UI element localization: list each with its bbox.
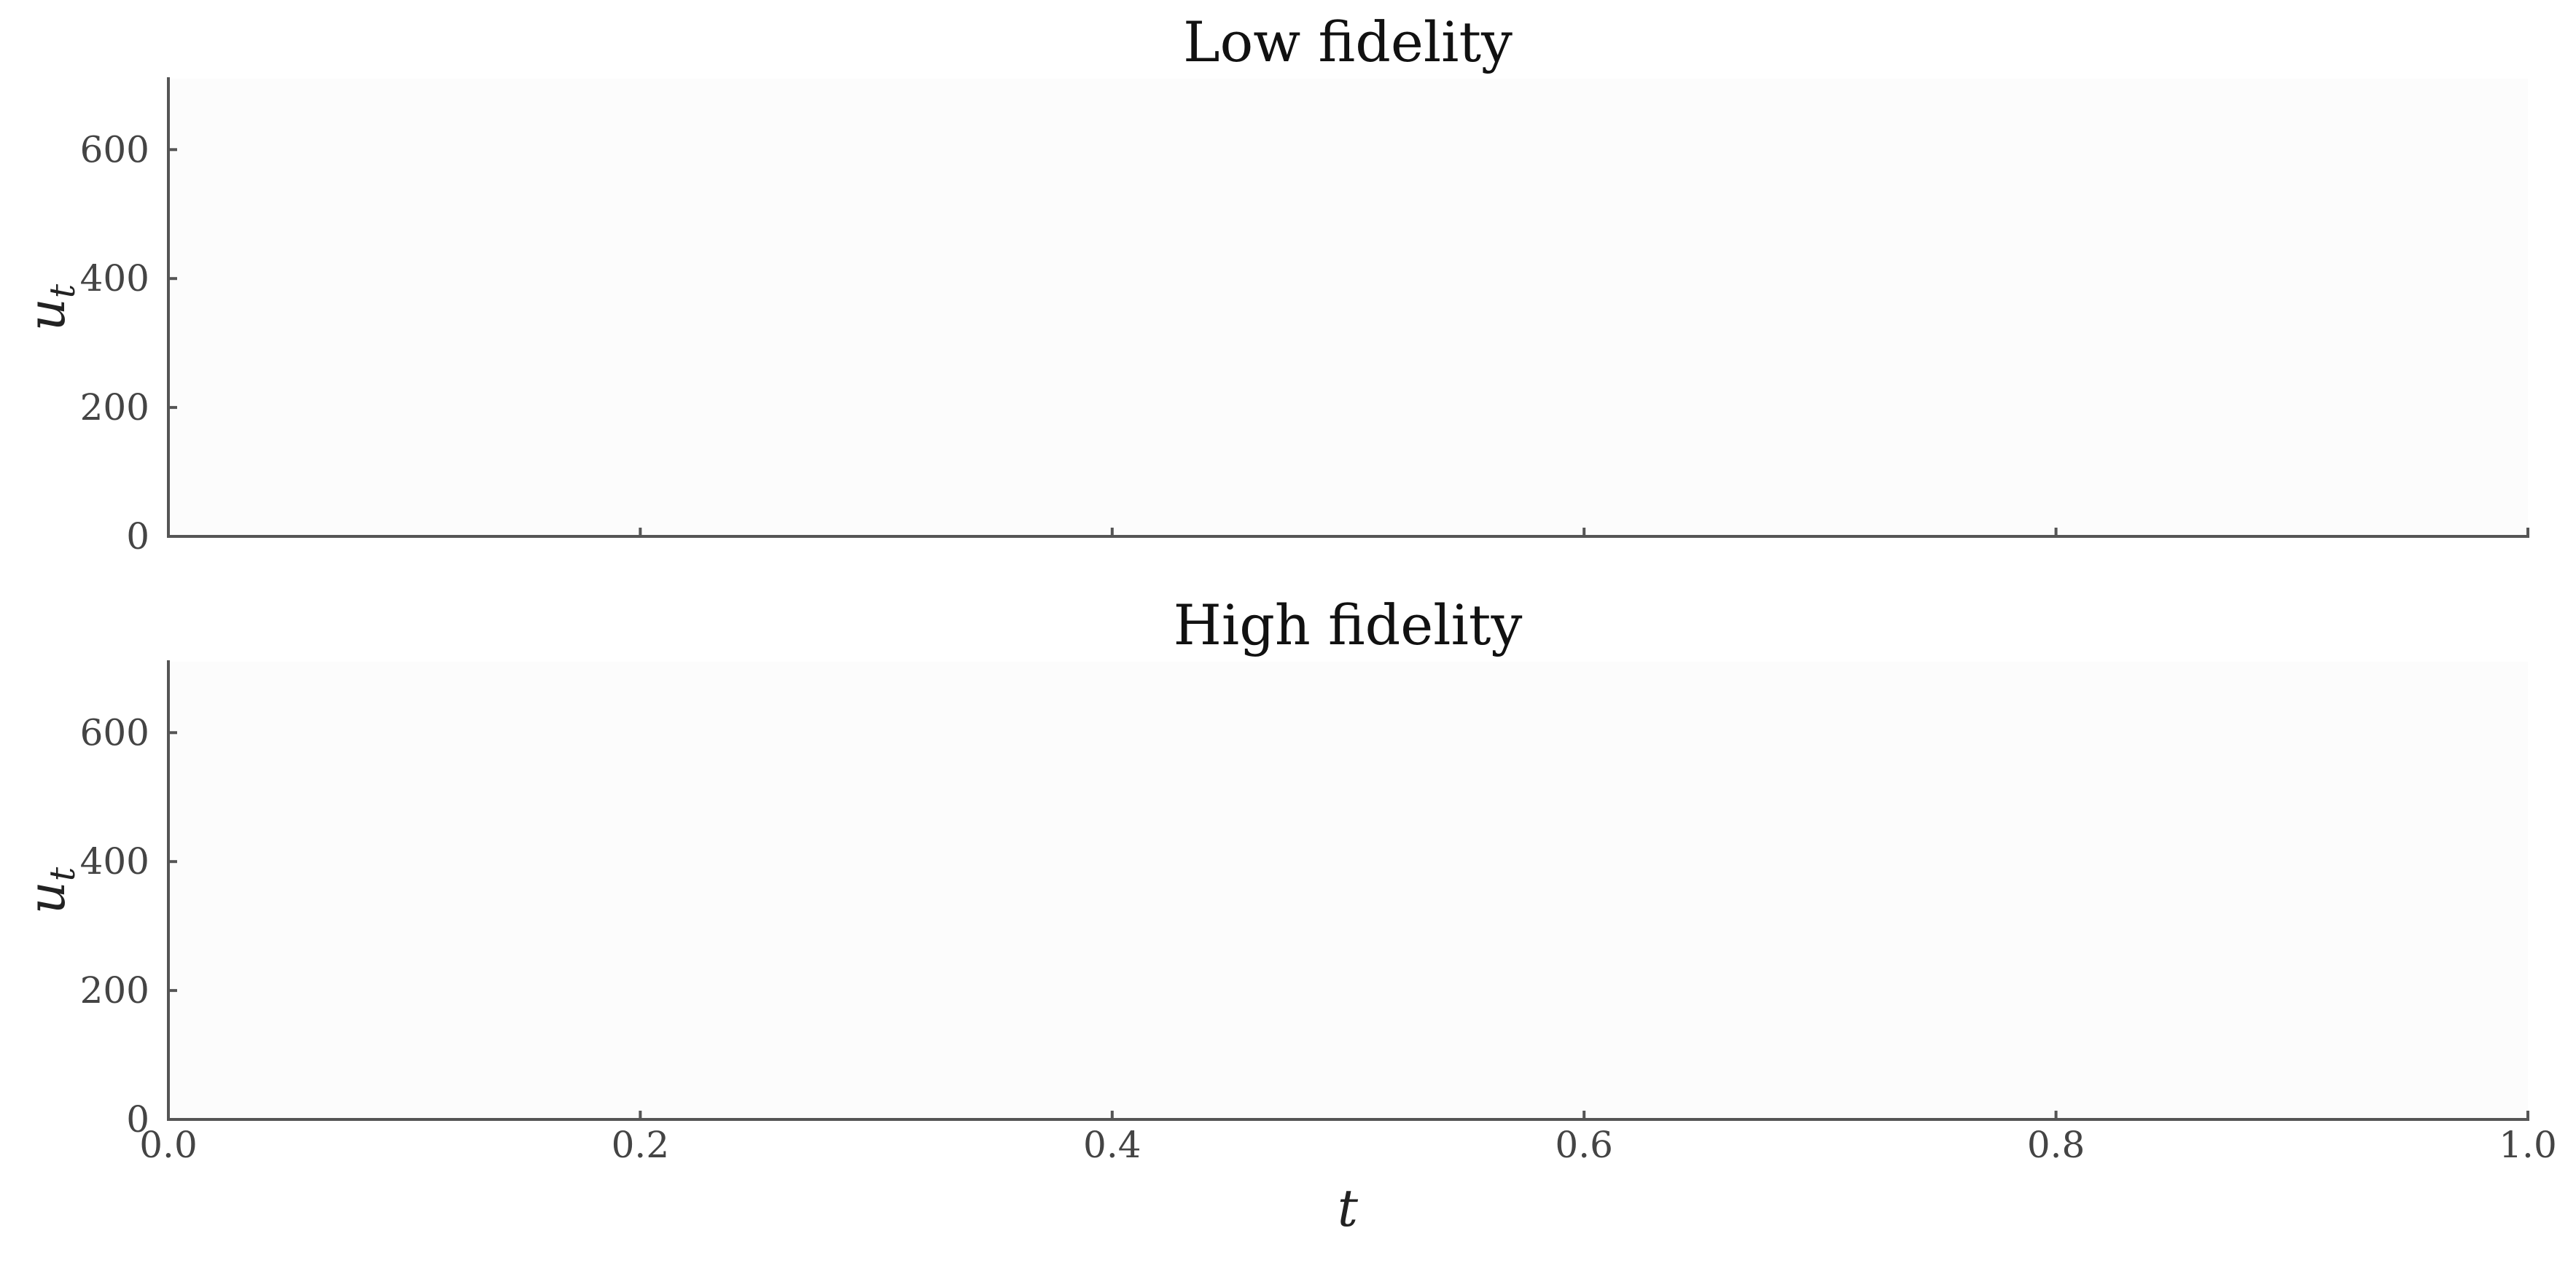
x-tick-label: 1.0 xyxy=(2499,1124,2557,1166)
y-axis-label-main: u xyxy=(17,298,77,331)
x-tick-label: 0.0 xyxy=(139,1124,198,1166)
panel-high-fidelity: High fidelity ut 0.0 0.2 0.4 0.6 0.8 1.0 0200… xyxy=(17,593,2557,1238)
plot-area xyxy=(168,79,2528,536)
y-axis-label-sub: t xyxy=(42,867,83,881)
y-tick-label: 400 xyxy=(80,257,149,300)
x-tick-label: 0.4 xyxy=(1083,1124,1141,1166)
y-axis-label-main: u xyxy=(17,881,77,914)
y-tick-label: 0 xyxy=(126,515,149,558)
y-axis-label: ut xyxy=(17,867,83,914)
y-ticks: 0 200 400 600 xyxy=(80,128,177,558)
x-axis-label: t xyxy=(1338,1178,1359,1238)
y-ticks: 0 200 400 600 xyxy=(80,711,177,1141)
svg-text:ut: ut xyxy=(17,867,83,914)
x-ticks: 0.0 0.2 0.4 0.6 0.8 1.0 xyxy=(139,1111,2557,1166)
chart-title: High fidelity xyxy=(1174,593,1523,657)
plot-area xyxy=(168,662,2528,1119)
x-tick-label: 0.8 xyxy=(2027,1124,2085,1166)
y-tick-label: 600 xyxy=(80,711,149,754)
y-tick-label: 200 xyxy=(80,386,149,429)
y-tick-label: 600 xyxy=(80,128,149,171)
chart-title: Low fidelity xyxy=(1183,9,1513,74)
y-tick-label: 0 xyxy=(126,1098,149,1141)
x-tick-label: 0.2 xyxy=(612,1124,670,1166)
y-axis-label-sub: t xyxy=(42,284,83,298)
svg-text:ut: ut xyxy=(17,284,83,331)
y-tick-label: 400 xyxy=(80,840,149,883)
x-tick-label: 0.6 xyxy=(1555,1124,1613,1166)
panel-low-fidelity: Low fidelity ut 0 200 400 600 xyxy=(17,9,2529,558)
y-axis-label: ut xyxy=(17,284,83,331)
y-tick-label: 200 xyxy=(80,969,149,1012)
